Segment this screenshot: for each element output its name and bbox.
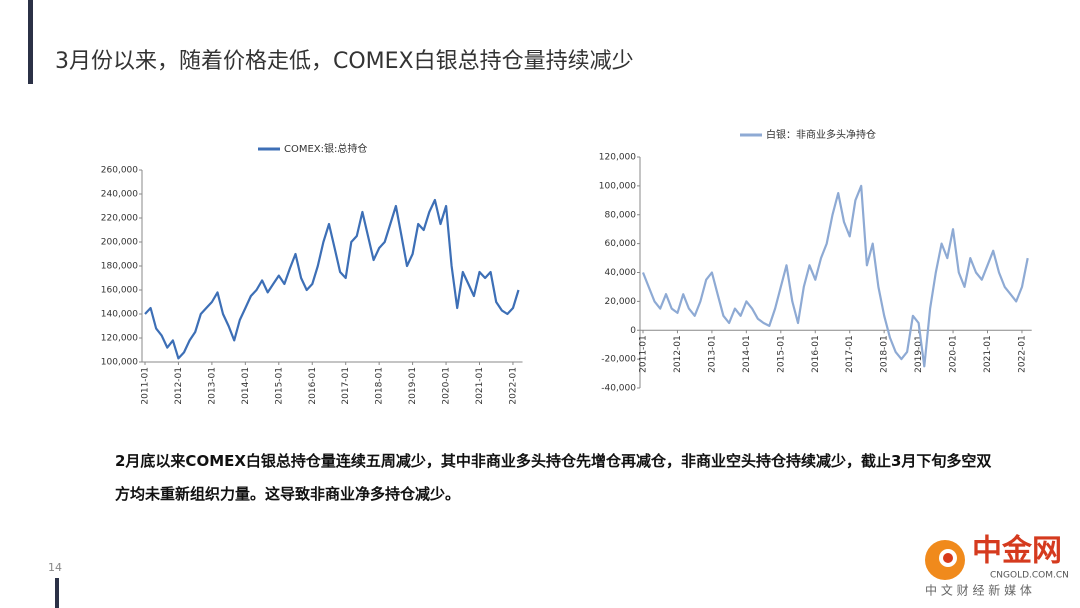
x-tick-label: 2014-01: [742, 335, 752, 373]
x-tick-label: 2017-01: [341, 367, 351, 405]
y-tick-label: 80,000: [605, 210, 637, 220]
y-tick-label: 100,000: [101, 358, 138, 368]
x-tick-label: 2015-01: [776, 335, 786, 373]
x-tick-label: 2014-01: [241, 367, 251, 405]
x-tick-label: 2013-01: [207, 367, 217, 405]
legend-label: COMEX:银:总持仓: [284, 142, 367, 155]
y-tick-label: 220,000: [101, 214, 138, 224]
y-tick-label: 120,000: [101, 334, 138, 344]
y-tick-label: 60,000: [605, 239, 637, 249]
x-tick-label: 2019-01: [408, 367, 418, 405]
logo-name: 中金网: [972, 534, 1062, 569]
y-tick-label: 200,000: [101, 238, 138, 248]
x-tick-label: 2012-01: [673, 335, 683, 373]
y-tick-label: 40,000: [605, 268, 637, 278]
x-tick-label: 2016-01: [308, 367, 318, 405]
y-tick-label: 0: [630, 326, 636, 336]
y-tick-label: 260,000: [101, 166, 138, 176]
logo-mark: [943, 553, 953, 563]
logo: 中金网 CNGOLD.COM.CN 中 文 财 经 新 媒 体: [925, 534, 1069, 598]
legend-label: 白银：非商业多头净持仓: [766, 128, 876, 141]
y-tick-label: -40,000: [601, 384, 636, 394]
logo-slogan: 中 文 财 经 新 媒 体: [925, 583, 1032, 598]
series-line: [144, 198, 520, 360]
x-tick-label: 2019-01: [914, 335, 924, 373]
x-tick-label: 2017-01: [845, 335, 855, 373]
x-tick-label: 2012-01: [174, 367, 184, 405]
y-tick-label: 160,000: [101, 286, 138, 296]
x-tick-label: 2011-01: [141, 367, 151, 405]
slide-title: 3月份以来，随着价格走低，COMEX白银总持仓量持续减少: [55, 49, 634, 74]
series-line: [641, 184, 1029, 368]
x-tick-label: 2018-01: [375, 367, 385, 405]
y-tick-label: 20,000: [605, 297, 637, 307]
y-tick-label: 180,000: [101, 262, 138, 272]
y-tick-label: 140,000: [101, 310, 138, 320]
x-tick-label: 2022-01: [508, 367, 518, 405]
page-number: 14: [48, 561, 62, 574]
x-tick-label: 2021-01: [983, 335, 993, 373]
accent-bar: [55, 578, 59, 608]
x-tick-label: 2011-01: [639, 335, 649, 373]
accent-bar: [28, 0, 33, 84]
y-tick-label: 120,000: [599, 153, 636, 163]
logo-domain: CNGOLD.COM.CN: [990, 571, 1069, 581]
x-tick-label: 2020-01: [949, 335, 959, 373]
x-tick-label: 2013-01: [707, 335, 717, 373]
x-tick-label: 2021-01: [475, 367, 485, 405]
x-tick-label: 2022-01: [1017, 335, 1027, 373]
x-tick-label: 2020-01: [442, 367, 452, 405]
y-tick-label: 240,000: [101, 190, 138, 200]
x-tick-label: 2016-01: [811, 335, 821, 373]
y-tick-label: -20,000: [601, 355, 636, 365]
x-tick-label: 2015-01: [274, 367, 284, 405]
body-text: 2月底以来COMEX白银总持仓量连续五周减少，其中非商业多头持仓先增仓再减仓，非…: [115, 452, 992, 503]
y-tick-label: 100,000: [599, 181, 636, 191]
x-tick-label: 2018-01: [880, 335, 890, 373]
